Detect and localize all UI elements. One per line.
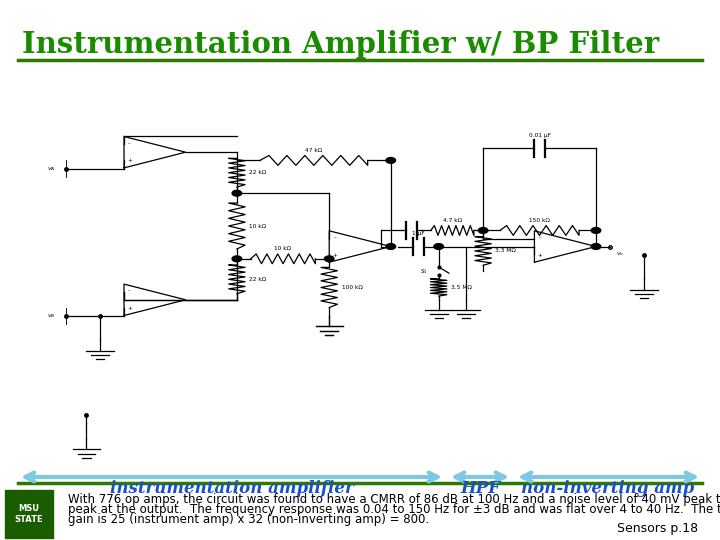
Text: $S_1$: $S_1$ (420, 267, 428, 275)
Text: 47 kΩ: 47 kΩ (305, 148, 323, 153)
Text: 3.3 MΩ: 3.3 MΩ (495, 248, 516, 253)
Text: With 776 op amps, the circuit was found to have a CMRR of 86 dB at 100 Hz and a : With 776 op amps, the circuit was found … (68, 493, 720, 506)
Circle shape (434, 244, 444, 249)
Text: $v_B$: $v_B$ (48, 312, 55, 320)
Text: $v_o$: $v_o$ (616, 251, 625, 259)
Circle shape (232, 190, 242, 196)
FancyBboxPatch shape (5, 490, 53, 538)
Text: 10 kΩ: 10 kΩ (274, 246, 292, 252)
Circle shape (478, 227, 488, 233)
Text: +: + (538, 253, 542, 258)
Text: +: + (333, 253, 337, 258)
Text: 3.5 MΩ: 3.5 MΩ (451, 285, 472, 290)
Circle shape (591, 244, 600, 249)
Text: 22 kΩ: 22 kΩ (249, 277, 266, 282)
Text: –: – (539, 235, 541, 240)
Text: gain is 25 (instrument amp) x 32 (non-inverting amp) = 800.: gain is 25 (instrument amp) x 32 (non-in… (68, 513, 429, 526)
Circle shape (325, 256, 334, 262)
Text: 1 μF: 1 μF (412, 231, 425, 237)
Circle shape (386, 158, 395, 163)
Circle shape (232, 256, 242, 262)
Text: Instrumentation Amplifier w/ BP Filter: Instrumentation Amplifier w/ BP Filter (22, 30, 659, 59)
Text: HPF: HPF (460, 480, 500, 497)
Text: 10 kΩ: 10 kΩ (249, 224, 266, 228)
Text: MSU
STATE: MSU STATE (14, 504, 43, 524)
Text: 0.01 μF: 0.01 μF (528, 133, 551, 138)
Circle shape (591, 227, 600, 233)
Text: –: – (128, 141, 131, 146)
Text: 22 kΩ: 22 kΩ (249, 170, 266, 175)
Circle shape (386, 244, 395, 249)
Text: 150 kΩ: 150 kΩ (529, 218, 550, 223)
Text: +: + (127, 158, 132, 164)
Text: peak at the output.  The frequency response was 0.04 to 150 Hz for ±3 dB and was: peak at the output. The frequency respon… (68, 503, 720, 516)
Text: –: – (128, 289, 131, 294)
Text: Sensors p.18: Sensors p.18 (617, 522, 698, 535)
Text: +: + (127, 306, 132, 311)
Text: –: – (333, 235, 336, 240)
Text: $v_A$: $v_A$ (48, 165, 55, 173)
Text: instrumentation amplifier: instrumentation amplifier (110, 480, 354, 497)
Text: non-inverting amp: non-inverting amp (521, 480, 695, 497)
Text: 100 kΩ: 100 kΩ (341, 285, 362, 290)
Text: 4.7 kΩ: 4.7 kΩ (443, 218, 462, 223)
